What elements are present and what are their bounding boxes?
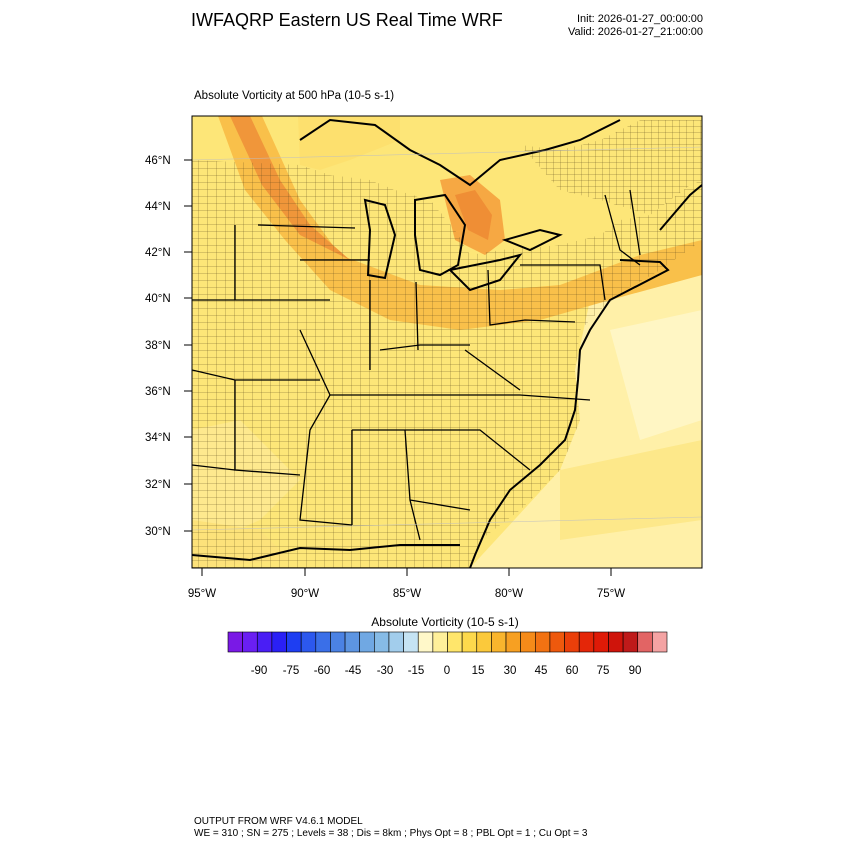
lon-label-85: 85°W (393, 588, 421, 600)
lon-label-75: 75°W (597, 588, 625, 600)
county-boundaries (192, 160, 702, 568)
colorbar-tick: -60 (314, 665, 331, 677)
colorbar-swatch (505, 631, 521, 653)
colorbar-swatch (388, 631, 404, 653)
colorbar-swatch (242, 631, 258, 653)
colorbar-swatch (315, 631, 331, 653)
lat-label-32: 32°N (145, 479, 171, 491)
footer-model: OUTPUT FROM WRF V4.6.1 MODEL (194, 816, 363, 827)
colorbar-swatch (432, 631, 448, 653)
colorbar-tick: -30 (377, 665, 394, 677)
map-frame (191, 115, 703, 569)
colorbar-swatch (491, 631, 507, 653)
colorbar-swatch (520, 631, 536, 653)
colorbar-tick: 30 (504, 665, 517, 677)
valid-time: Valid: 2026-01-27_21:00:00 (568, 26, 703, 38)
colorbar-title: Absolute Vorticity (10-5 s-1) (371, 615, 519, 629)
colorbar-swatch (344, 631, 361, 653)
lat-label-34: 34°N (145, 432, 171, 444)
colorbar-swatch (286, 631, 302, 653)
lon-label-80: 80°W (495, 588, 523, 600)
colorbar-tick: -15 (408, 665, 425, 677)
colorbar-tick: 0 (444, 665, 450, 677)
colorbar-tick: -75 (283, 665, 300, 677)
colorbar-swatch (447, 631, 463, 653)
lat-label-44: 44°N (145, 201, 171, 213)
colorbar-swatch (637, 631, 653, 653)
colorbar-swatch (374, 631, 390, 653)
plot-title: IWFAQRP Eastern US Real Time WRF (191, 10, 503, 30)
latitude-labels: 46°N 44°N 42°N 40°N 38°N 36°N 34°N 32°N … (145, 155, 171, 538)
colorbar-swatch (271, 631, 287, 653)
colorbar-swatch (622, 631, 639, 653)
colorbar-tick: 75 (597, 665, 610, 677)
colorbar-swatch (534, 631, 551, 653)
colorbar-tick: 45 (535, 665, 548, 677)
lat-label-40: 40°N (145, 293, 171, 305)
colorbar-swatch (256, 631, 273, 653)
colorbar-tick: -90 (251, 665, 268, 677)
colorbar-swatch (476, 631, 492, 653)
init-time: Init: 2026-01-27_00:00:00 (577, 13, 703, 25)
colorbar-tick: 60 (566, 665, 579, 677)
state-boundaries (192, 189, 641, 541)
colorbar-swatch (300, 631, 317, 653)
colorbar-swatch (417, 631, 434, 653)
colorbar-swatch (461, 631, 478, 653)
footer-config: WE = 310 ; SN = 275 ; Levels = 38 ; Dis … (194, 828, 588, 839)
longitude-labels: 95°W 90°W 85°W 80°W 75°W (188, 588, 625, 600)
lat-label-46: 46°N (145, 155, 171, 167)
lon-label-90: 90°W (291, 588, 319, 600)
colorbar-swatch (403, 631, 419, 653)
colorbar-swatch (549, 631, 565, 653)
colorbar-swatch (652, 631, 668, 653)
lon-label-95: 95°W (188, 588, 216, 600)
colorbar-tick: -45 (345, 665, 362, 677)
colorbar-swatch (593, 631, 609, 653)
colorbar-swatch (227, 631, 243, 653)
colorbar-swatch (578, 631, 595, 653)
lat-label-38: 38°N (145, 340, 171, 352)
field-subtitle: Absolute Vorticity at 500 hPa (10-5 s-1) (194, 90, 395, 102)
lat-label-36: 36°N (145, 386, 171, 398)
colorbar-tick: 15 (472, 665, 485, 677)
coastlines (192, 118, 702, 568)
lat-label-42: 42°N (145, 247, 171, 259)
colorbar (227, 631, 668, 653)
colorbar-swatch (330, 631, 346, 653)
map-panel (192, 116, 702, 568)
colorbar-swatch (564, 631, 580, 653)
colorbar-swatch (608, 631, 624, 653)
lat-label-30: 30°N (145, 526, 171, 538)
colorbar-tick: 90 (629, 665, 642, 677)
colorbar-swatch (359, 631, 375, 653)
colorbar-tick-labels: -90 -75 -60 -45 -30 -15 0 15 30 45 60 75… (251, 665, 642, 677)
